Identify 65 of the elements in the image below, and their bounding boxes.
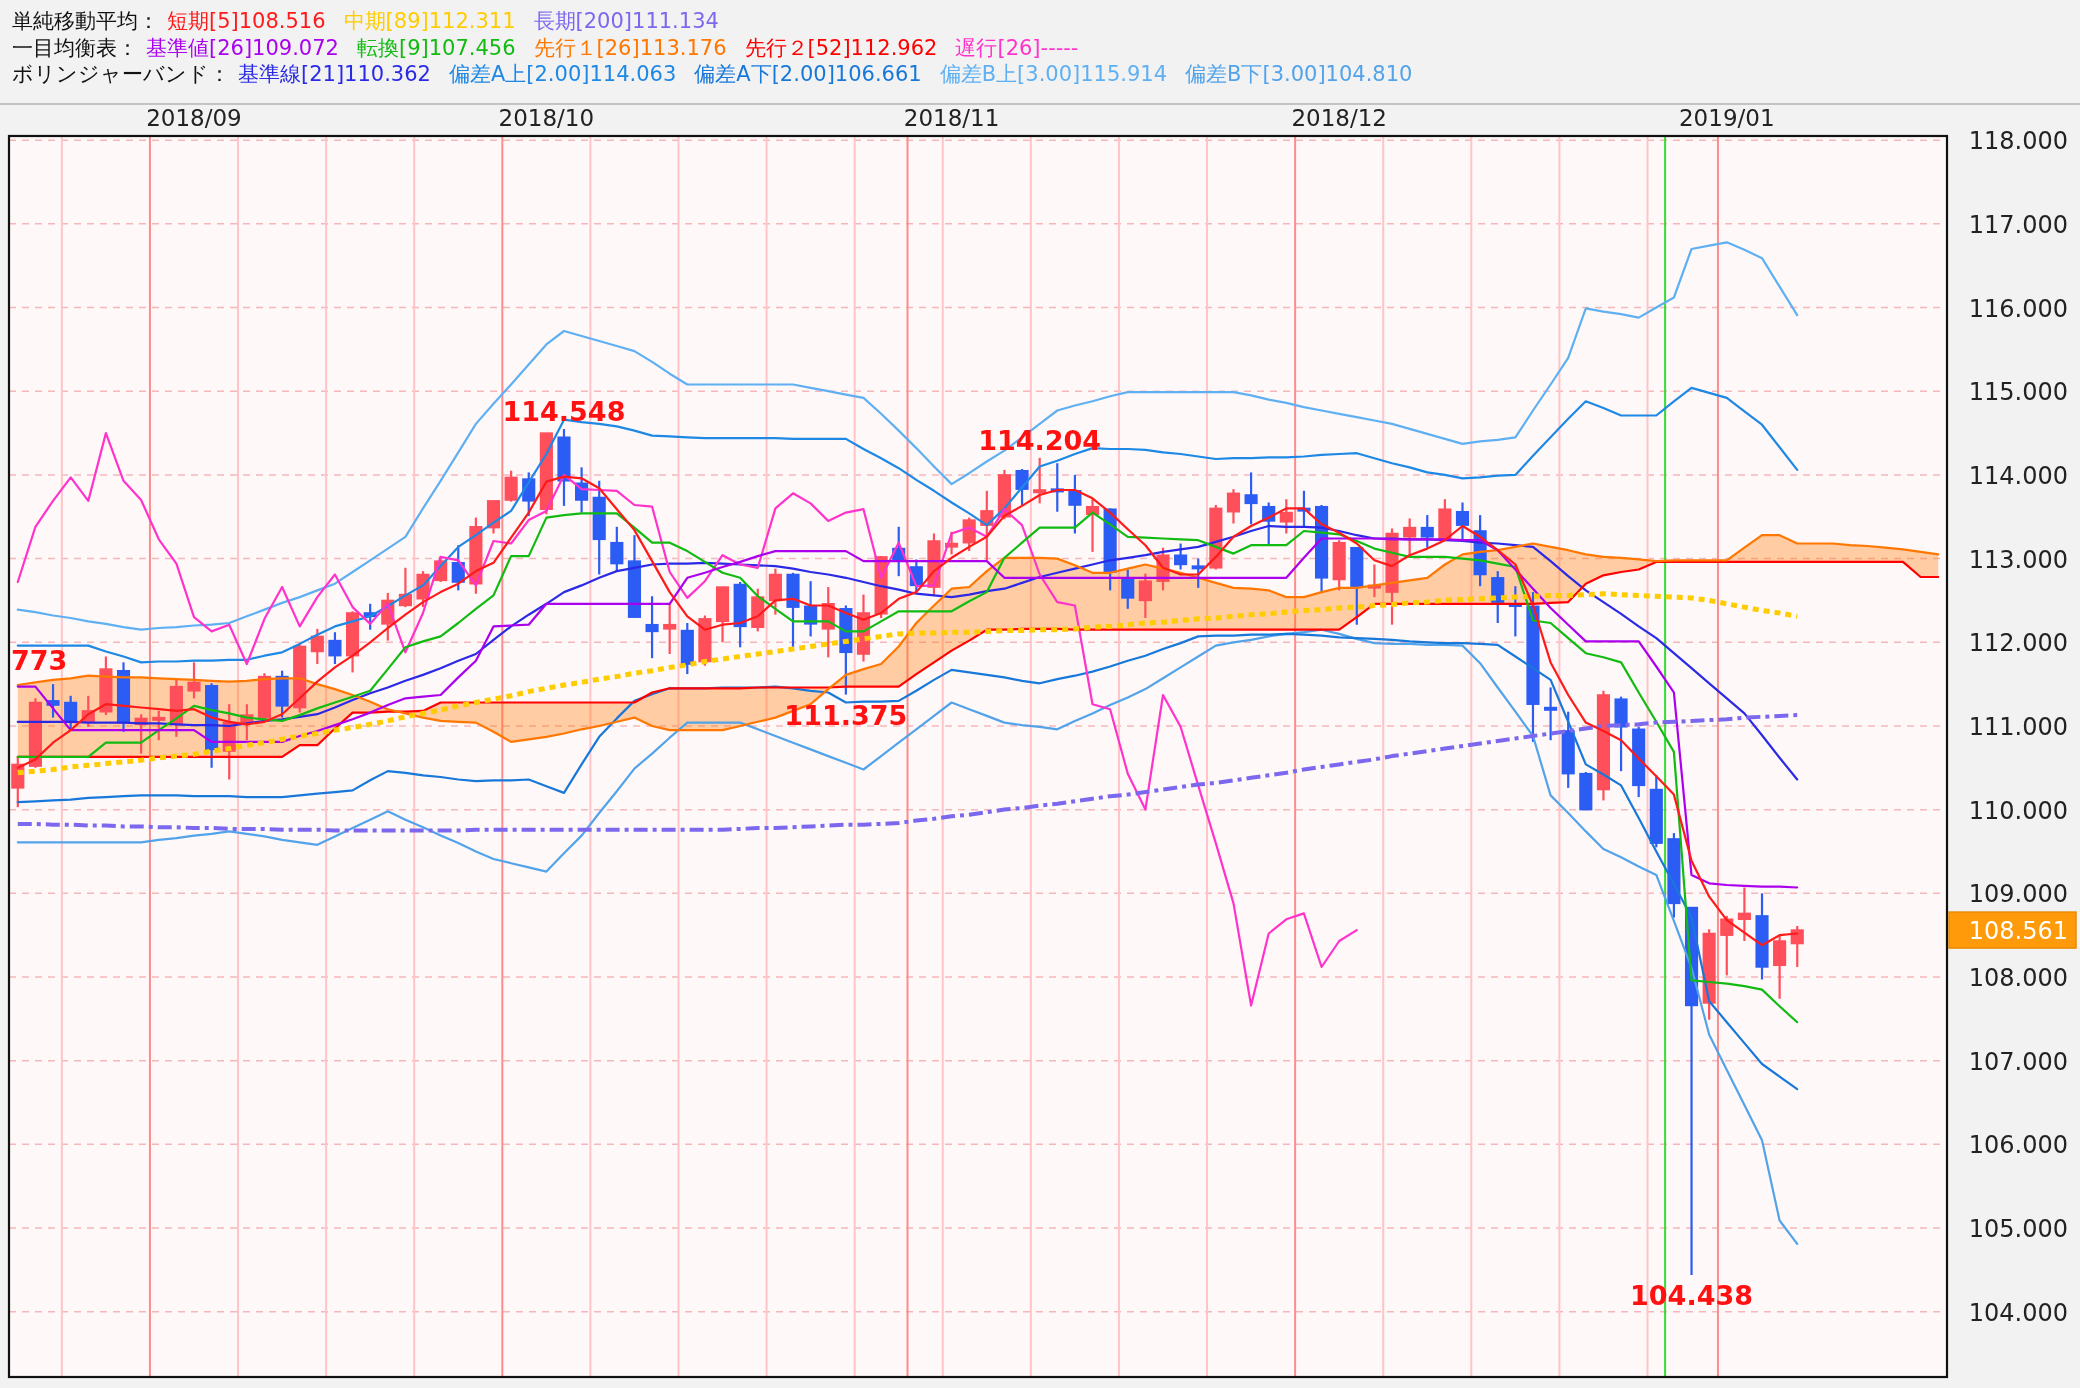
legend-label: 一目均衡表： — [12, 35, 138, 60]
candlestick — [1279, 498, 1293, 535]
candlestick — [504, 469, 518, 503]
candlestick — [1068, 473, 1082, 535]
candlestick — [1790, 924, 1804, 969]
text: 先行１[26]113.176 — [533, 35, 727, 60]
y-tick-label: 106.000 — [1968, 1131, 2068, 1160]
candlestick — [1403, 517, 1417, 557]
y-tick-label: 116.000 — [1968, 294, 2068, 323]
text: 長期[200]111.134 — [533, 9, 719, 33]
x-tick-label: 2018/11 — [903, 105, 1000, 131]
candlestick — [1191, 557, 1205, 589]
candlestick — [1015, 467, 1029, 507]
legend-label: ボリンジャーバンド： — [12, 62, 230, 86]
y-tick-label: 115.000 — [1968, 378, 2068, 407]
y-tick-label: 104.000 — [1968, 1298, 2068, 1327]
text: 108.561 — [1968, 917, 2068, 946]
candlestick — [1226, 488, 1241, 525]
y-tick-label: 114.000 — [1968, 461, 2068, 490]
annotation: 111.375 — [784, 699, 908, 731]
text: 偏差B下[3.00]104.810 — [1185, 62, 1413, 86]
y-tick-label: 112.000 — [1968, 629, 2068, 658]
candlestick — [328, 631, 342, 666]
text: 遅行[26]----- — [955, 35, 1079, 60]
candlestick — [152, 709, 166, 742]
annotation: 773 — [11, 644, 68, 676]
y-tick-label: 109.000 — [1968, 880, 2068, 909]
text: 偏差B上[3.00]115.914 — [939, 62, 1168, 86]
text: 偏差A上[2.00]114.063 — [448, 62, 677, 86]
x-tick-label: 2018/12 — [1291, 105, 1387, 131]
text: 先行２[52]112.962 — [744, 35, 938, 60]
y-tick-label: 117.000 — [1968, 210, 2068, 239]
y-tick-label: 118.000 — [1968, 127, 2068, 156]
y-tick-label: 113.000 — [1968, 545, 2068, 574]
y-tick-label: 110.000 — [1968, 796, 2068, 825]
text: 基準値[26]109.072 — [146, 35, 339, 60]
candlestick — [310, 627, 324, 666]
text: 基準線[21]110.362 — [238, 62, 431, 86]
y-tick-label: 107.000 — [1968, 1047, 2068, 1076]
candlestick — [1244, 471, 1258, 526]
legend-label: 単純移動平均： — [12, 9, 159, 33]
candlestick — [187, 661, 201, 700]
candlestick — [1455, 501, 1470, 541]
candlestick — [1033, 456, 1047, 505]
y-tick-label: 105.000 — [1968, 1215, 2068, 1244]
x-tick-label: 2019/01 — [1678, 105, 1775, 131]
candlestick — [645, 595, 659, 660]
candlestick — [1138, 572, 1152, 620]
text: 偏差A下[2.00]106.661 — [694, 62, 922, 86]
candlestick — [610, 525, 624, 573]
y-tick-label: 111.000 — [1968, 712, 2068, 741]
candlestick — [1121, 568, 1135, 610]
x-tick-label: 2018/09 — [146, 105, 242, 131]
text: 転換[9]107.456 — [356, 35, 516, 60]
text: 中期[89]112.311 — [343, 9, 516, 33]
candlestick — [1420, 513, 1434, 549]
candlestick — [1737, 886, 1751, 943]
y-tick-label: 108.000 — [1968, 964, 2068, 992]
candlestick — [1174, 542, 1188, 571]
candlestick — [1544, 686, 1558, 742]
text: 短期[5]108.516 — [167, 9, 326, 33]
annotation: 114.548 — [502, 396, 626, 428]
line-series — [16, 241, 1799, 631]
candlestick — [46, 683, 60, 719]
x-tick-label: 2018/10 — [498, 105, 595, 131]
